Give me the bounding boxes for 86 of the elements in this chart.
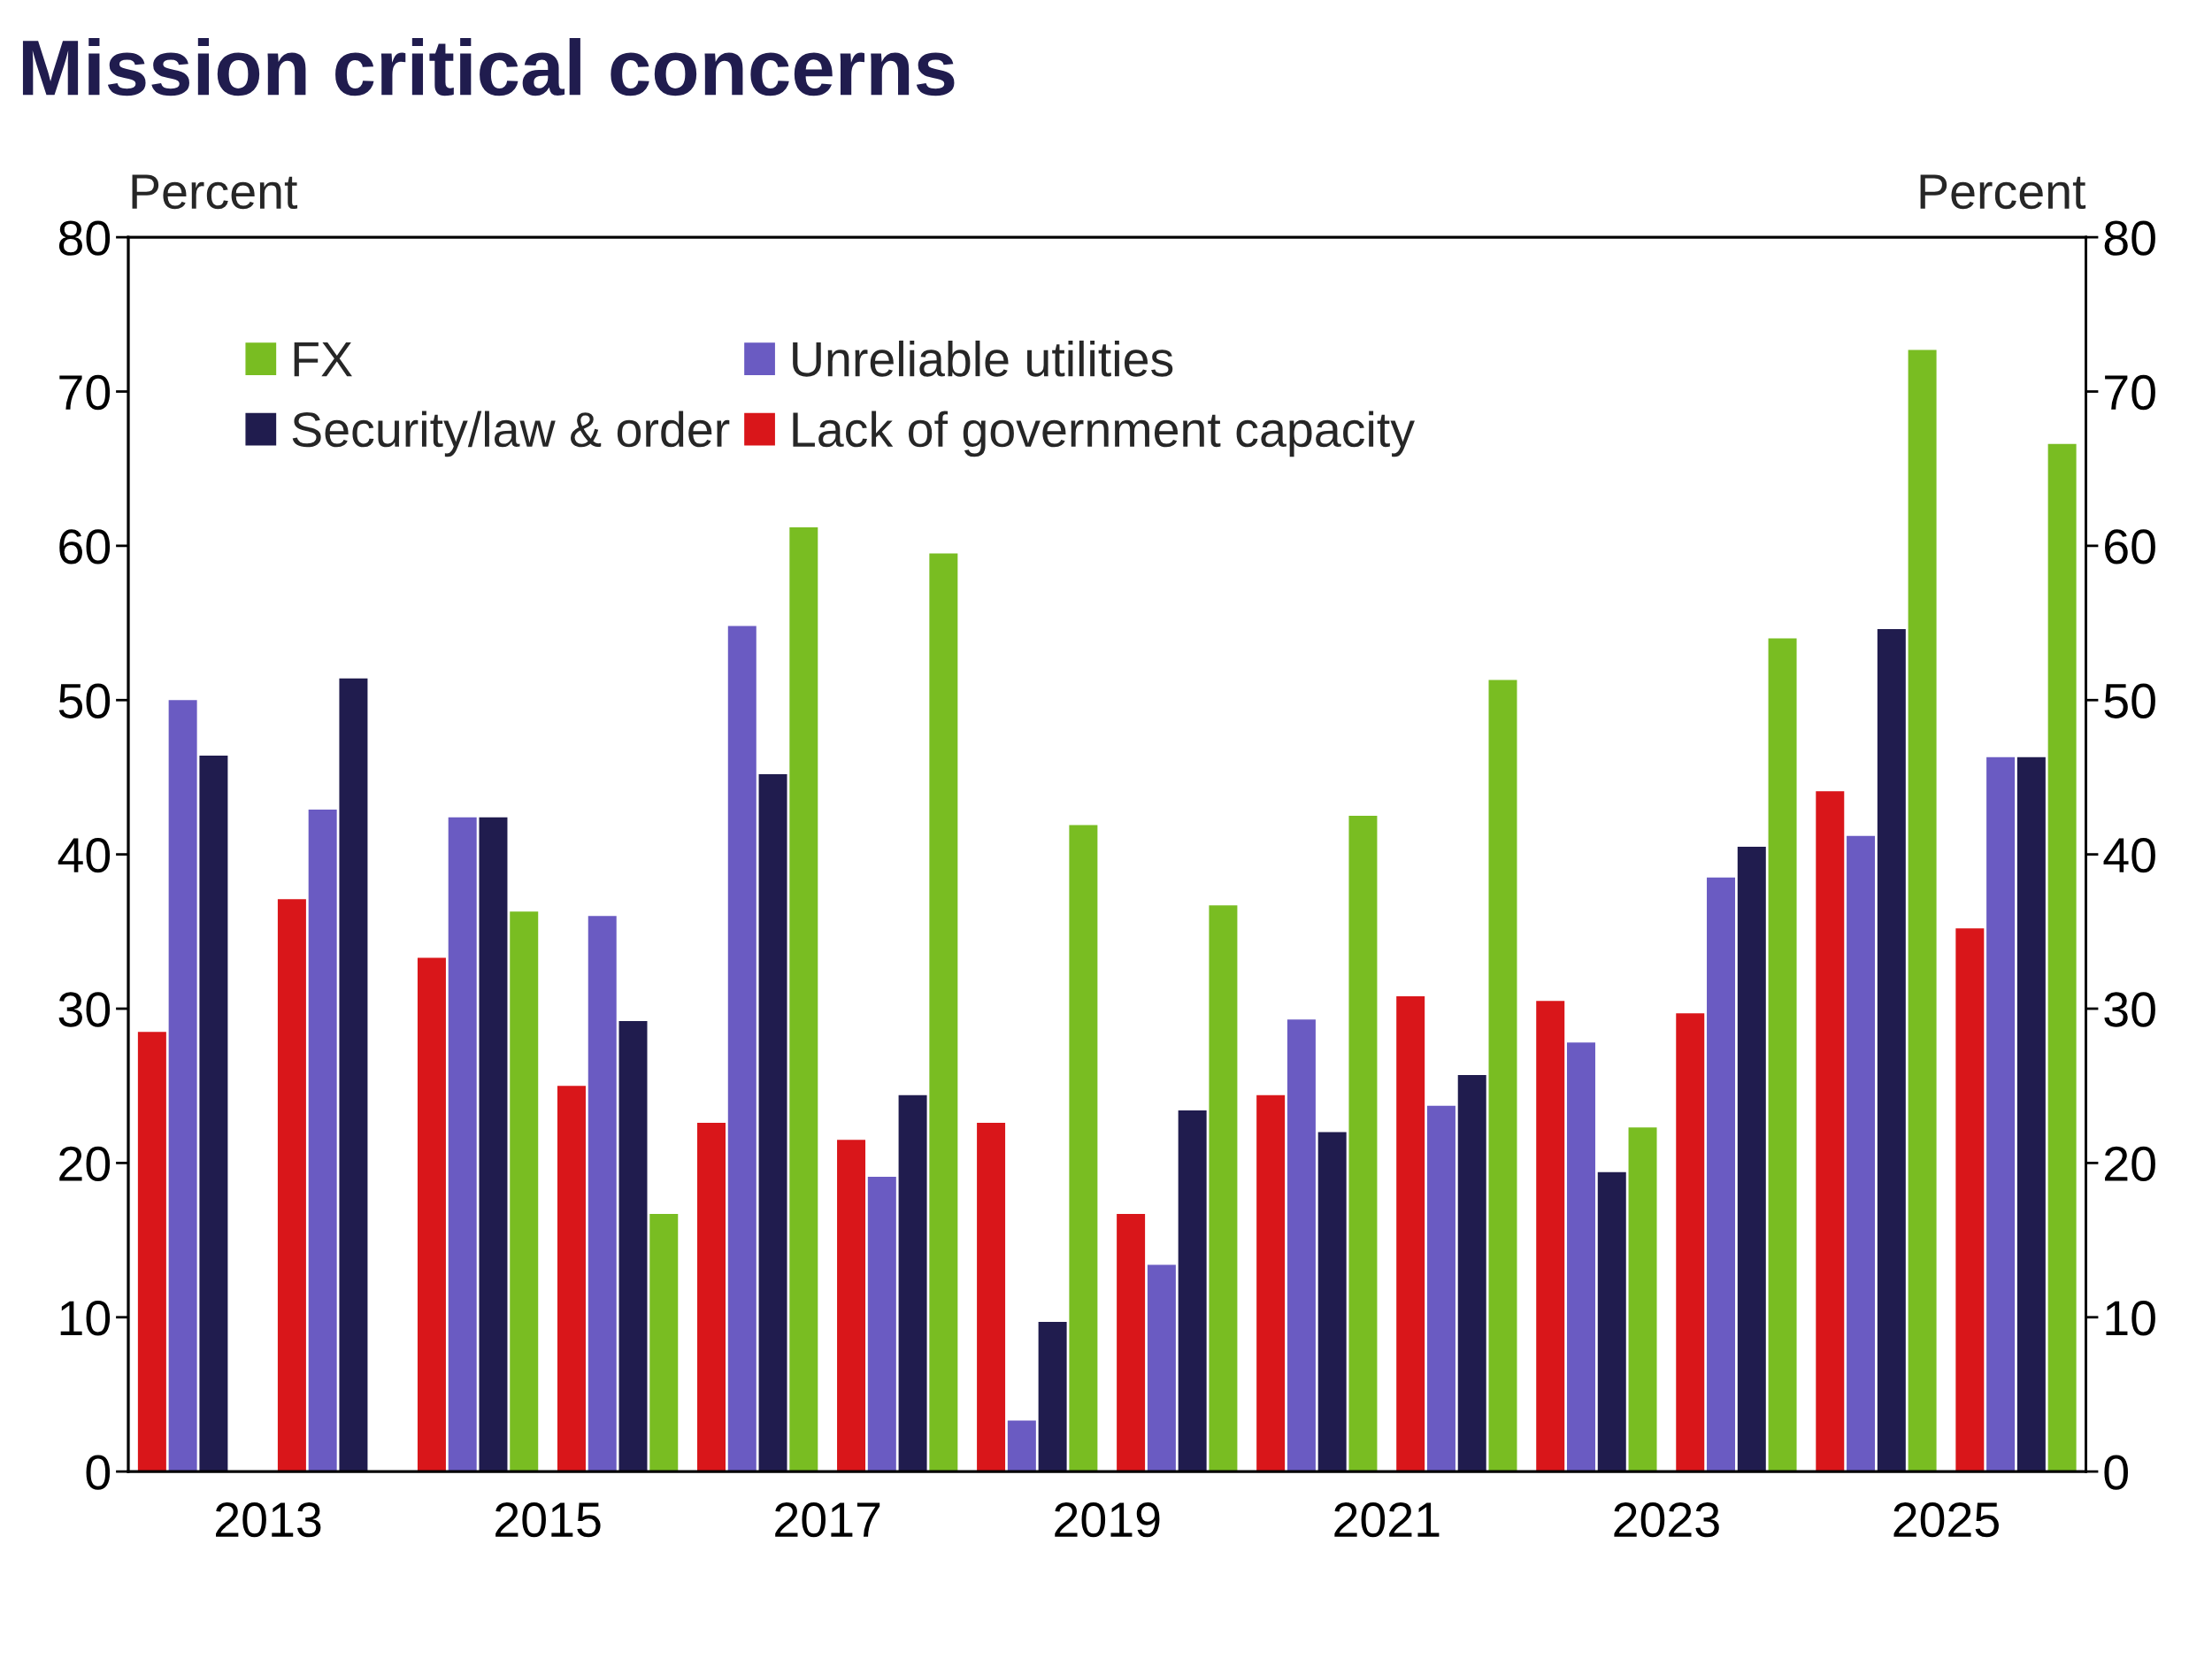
y-tick-label: 60 (59, 529, 111, 565)
x-tick-label: 2025 (1893, 1502, 1999, 1538)
bar (1178, 1110, 1207, 1472)
y-axis-title: Percent (132, 174, 298, 210)
bar (339, 678, 368, 1472)
bar (727, 626, 757, 1472)
bar (649, 1213, 679, 1472)
x-tick-label: 2021 (1334, 1502, 1440, 1538)
y-tick-label: 50 (58, 683, 111, 718)
y2-axis-title: Percent (1920, 174, 2086, 210)
y2-tick-label: 70 (2105, 374, 2155, 411)
legend-label: Security/law & order (292, 411, 730, 457)
bar (588, 916, 617, 1472)
bar (199, 756, 228, 1472)
bar (697, 1123, 726, 1472)
y2-tick-label: 30 (2104, 992, 2155, 1027)
bar (837, 1140, 866, 1472)
legend-label: Unreliable utilities (793, 340, 1173, 377)
bar (1256, 1094, 1286, 1472)
bar (308, 810, 337, 1472)
legend-label: Lack of government capacity (793, 411, 1415, 457)
y2-tick-label: 50 (2104, 683, 2155, 718)
bar (1955, 928, 1985, 1472)
bar (557, 1086, 586, 1472)
bar (2016, 757, 2046, 1472)
bar (448, 817, 477, 1472)
bar (1707, 877, 1736, 1472)
x-tick-label: 2017 (775, 1502, 880, 1538)
bar (417, 957, 446, 1472)
bar (137, 1032, 166, 1472)
bar (1768, 638, 1797, 1472)
bar (1536, 1001, 1565, 1472)
y-tick-label: 20 (59, 1146, 111, 1182)
legend-label: FX (294, 342, 352, 377)
bar (977, 1123, 1006, 1472)
y2-tick-label: 0 (2104, 1455, 2128, 1490)
bar (1209, 905, 1238, 1472)
bar (1597, 1171, 1626, 1472)
bar (168, 700, 197, 1472)
bar (1147, 1264, 1176, 1472)
bar (898, 1094, 927, 1472)
bar (1847, 835, 1876, 1472)
bar (1457, 1074, 1486, 1472)
chart-title: Mission critical concerns (22, 37, 955, 96)
bar (1426, 1105, 1455, 1472)
y2-tick-label: 20 (2105, 1146, 2155, 1182)
y-tick-label: 70 (59, 374, 111, 411)
bar (2047, 443, 2077, 1472)
bar (1737, 846, 1766, 1472)
x-tick-label: 2015 (495, 1502, 601, 1538)
y-tick-label: 30 (58, 992, 111, 1027)
bar (510, 911, 539, 1472)
bar (758, 773, 787, 1472)
y2-tick-label: 60 (2105, 529, 2155, 565)
bar (1908, 349, 1937, 1472)
bar (929, 553, 958, 1472)
bar (1628, 1127, 1657, 1472)
bar (1007, 1420, 1036, 1472)
bar (1986, 757, 2016, 1472)
bar (867, 1177, 896, 1472)
bar (618, 1020, 648, 1472)
bar (479, 817, 508, 1472)
y2-tick-label: 80 (2104, 220, 2155, 256)
bar (1488, 680, 1517, 1472)
bar (1567, 1042, 1595, 1472)
bar (1038, 1321, 1067, 1472)
bar (1877, 629, 1906, 1472)
y-tick-label: 40 (58, 837, 111, 873)
bar (1286, 1019, 1316, 1472)
bar (1117, 1213, 1146, 1472)
bar (1317, 1132, 1347, 1472)
bar (1348, 816, 1378, 1472)
x-tick-label: 2013 (216, 1502, 321, 1538)
x-tick-label: 2023 (1614, 1502, 1719, 1538)
bar (789, 526, 818, 1472)
bar (277, 899, 306, 1472)
y2-tick-label: 40 (2103, 837, 2155, 873)
bar (1676, 1013, 1705, 1472)
x-tick-label: 2019 (1055, 1502, 1160, 1538)
y-tick-label: 0 (86, 1455, 111, 1490)
y2-tick-label: 10 (2106, 1301, 2155, 1336)
bar (1069, 825, 1098, 1472)
bar (1396, 996, 1425, 1472)
y-tick-label: 80 (58, 220, 111, 256)
bar (1816, 791, 1845, 1472)
y-tick-label: 10 (60, 1301, 111, 1336)
